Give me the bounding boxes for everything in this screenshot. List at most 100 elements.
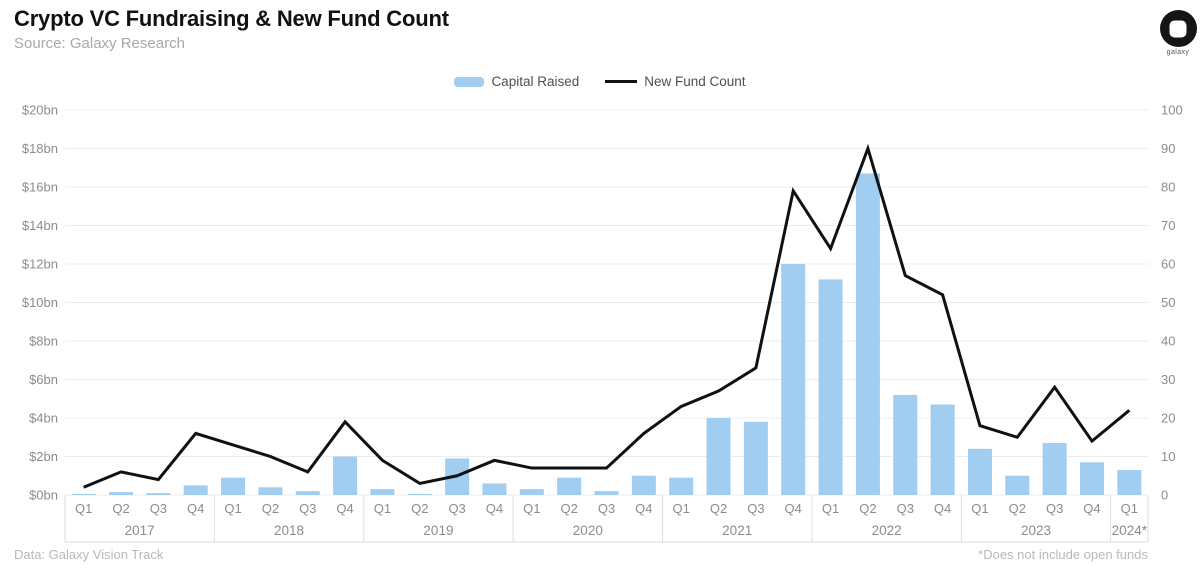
capital-raised-bar [295,491,320,495]
quarter-label: Q4 [486,501,503,516]
capital-raised-bar [1042,443,1067,495]
left-axis-tick-label: $18bn [22,141,58,156]
footer-data-note: Data: Galaxy Vision Track [14,547,164,562]
left-axis-tick-label: $16bn [22,180,58,195]
left-axis-tick-label: $14bn [22,218,58,233]
capital-raised-bar [855,173,880,495]
quarter-label: Q3 [598,501,615,516]
quarter-label: Q2 [710,501,727,516]
capital-raised-bar [557,477,582,495]
right-axis-tick-label: 10 [1161,449,1175,464]
quarter-label: Q3 [150,501,167,516]
galaxy-logo-square [1169,20,1187,37]
capital-raised-bar [706,418,731,495]
page-title: Crypto VC Fundraising & New Fund Count [14,6,449,31]
quarter-label: Q3 [747,501,764,516]
capital-raised-bar [1117,469,1142,495]
capital-raised-bar [930,404,955,495]
quarter-label: Q2 [411,501,428,516]
legend-label: Capital Raised [491,74,580,89]
left-axis-tick-label: $20bn [22,103,58,118]
capital-raised-bar [71,494,96,495]
quarter-label: Q2 [1009,501,1026,516]
right-axis-tick-label: 20 [1161,411,1175,426]
quarter-label: Q4 [785,501,802,516]
legend-item-new-fund-count: New Fund Count [605,74,746,89]
year-label: 2023 [1021,523,1051,538]
quarter-label: Q3 [897,501,914,516]
legend-label: New Fund Count [644,74,746,89]
year-label: 2019 [423,523,453,538]
left-axis-tick-label: $8bn [29,334,58,349]
galaxy-logo: galaxy [1156,10,1200,56]
year-label: 2020 [573,523,603,538]
capital-raised-bar [109,492,134,495]
quarter-label: Q1 [374,501,391,516]
legend: Capital Raised New Fund Count [0,74,1200,89]
left-axis-tick-label: $6bn [29,372,58,387]
right-axis-tick-label: 60 [1161,257,1175,272]
legend-item-capital-raised: Capital Raised [454,74,579,89]
quarter-label: Q1 [971,501,988,516]
capital-raised-bar [370,489,395,495]
new-fund-count-line [83,143,1131,489]
year-label: 2017 [125,523,155,538]
new-fund-count-swatch-icon [605,80,638,83]
capital-raised-bar [333,456,358,495]
right-axis-tick-label: 30 [1161,372,1175,387]
quarter-label: Q4 [635,501,652,516]
quarter-label: Q2 [560,501,577,516]
quarter-label: Q4 [336,501,353,516]
galaxy-logo-wordmark: galaxy [1166,49,1190,56]
combo-chart-canvas: $20bn 100$18bn 90$16bn 80$14bn 70$12bn 60$10b… [22,103,1183,543]
header: Crypto VC Fundraising & New Fund Count S… [14,6,449,52]
capital-raised-bar [818,279,843,495]
footer-asterisk-note: *Does not include open funds [978,547,1148,562]
capital-raised-bar [258,487,283,495]
right-axis-tick-label: 100 [1161,103,1183,118]
year-label: 2018 [274,523,304,538]
left-axis-tick-label: $0bn [29,488,58,503]
quarter-label: Q1 [822,501,839,516]
capital-raised-bar [967,448,992,495]
quarter-label: Q4 [934,501,951,516]
right-axis-tick-label: 80 [1161,180,1175,195]
year-label: 2024* [1112,523,1148,538]
quarter-label: Q1 [224,501,241,516]
capital-raised-bar [631,475,656,495]
right-axis-tick-label: 0 [1161,488,1168,503]
capital-raised-bar [1079,462,1104,495]
source-subtitle: Source: Galaxy Research [14,35,185,52]
left-axis-tick-label: $10bn [22,295,58,310]
quarter-label: Q1 [673,501,690,516]
capital-raised-bar [183,485,208,495]
capital-raised-bar [743,421,768,495]
left-axis-tick-label: $12bn [22,257,58,272]
quarter-label: Q1 [523,501,540,516]
year-label: 2021 [722,523,752,538]
quarter-label: Q3 [299,501,316,516]
right-axis-tick-label: 40 [1161,334,1175,349]
quarter-label: Q3 [1046,501,1063,516]
capital-raised-bar [519,489,544,495]
quarter-label: Q1 [1121,501,1138,516]
capital-raised-bar [482,483,507,495]
capital-raised-bar [669,477,694,495]
year-label: 2022 [872,523,902,538]
capital-raised-bar [594,491,619,495]
quarter-label: Q4 [187,501,204,516]
right-axis-tick-label: 90 [1161,141,1175,156]
galaxy-logo-icon [1159,10,1197,47]
quarter-label: Q2 [262,501,279,516]
capital-raised-bar [407,494,432,495]
capital-raised-swatch-icon [454,76,485,87]
right-axis-tick-label: 70 [1161,218,1175,233]
left-axis-tick-label: $4bn [29,411,58,426]
quarter-label: Q2 [112,501,129,516]
left-axis-tick-label: $2bn [29,449,58,464]
capital-raised-bar [893,394,918,495]
quarter-label: Q3 [448,501,465,516]
capital-raised-bar [221,477,246,495]
quarter-label: Q4 [1083,501,1100,516]
